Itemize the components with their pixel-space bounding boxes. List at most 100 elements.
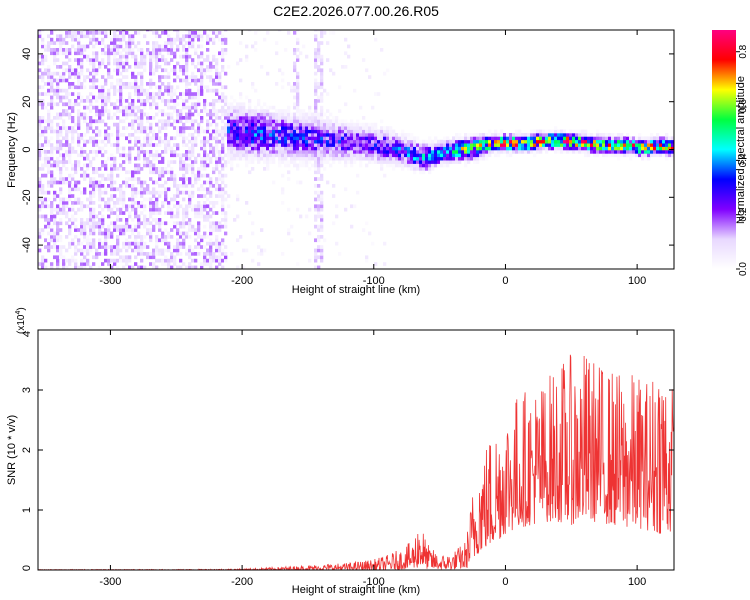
spectrogram-cell [104, 235, 108, 239]
spectrogram-cell [98, 231, 102, 236]
spectrogram-cell [206, 258, 210, 263]
spectrogram-cell [188, 201, 192, 205]
spectrogram-cell [101, 41, 105, 45]
spectrogram-cell [158, 194, 162, 198]
spectrogram-cell [305, 112, 309, 117]
spectrogram-cell [164, 58, 168, 62]
spectrogram-cell [110, 116, 114, 120]
spectrogram-cell [122, 167, 126, 171]
spectrogram-cell [317, 112, 321, 117]
spectrogram-cell [524, 139, 528, 144]
spectrogram-cell [443, 163, 447, 168]
spectrogram-cell [161, 235, 165, 239]
spectrogram-cell [110, 265, 114, 269]
spectrogram-cell [647, 139, 651, 144]
spectrogram-cell [146, 228, 150, 232]
spectrogram-cell [530, 133, 534, 137]
spectrogram-cell [167, 30, 171, 32]
spectrogram-cell [356, 143, 360, 147]
spectrogram-cell [137, 231, 141, 236]
spectrogram-cell [179, 54, 183, 59]
spectrogram-cell [275, 51, 279, 56]
spectrogram-cell [368, 122, 372, 127]
spectrogram-cell [428, 170, 432, 175]
spectrogram-cell [590, 136, 594, 141]
spectrogram-cell [182, 197, 186, 202]
spectrogram-cell [176, 119, 180, 124]
spectrogram-x-tick-label: -200 [231, 275, 253, 287]
spectrogram-cell [236, 153, 240, 158]
spectrogram-cell [152, 31, 156, 35]
spectrogram-cell [296, 126, 300, 130]
spectrogram-cell [77, 265, 81, 269]
spectrogram-cell [470, 133, 474, 137]
spectrogram-cell [524, 143, 528, 147]
spectrogram-cell [68, 102, 72, 107]
spectrogram-cell [98, 116, 102, 120]
spectrogram-cell [80, 44, 84, 49]
spectrogram-cell [248, 211, 252, 215]
spectrogram-cell [119, 207, 123, 212]
spectrogram-cell [311, 139, 315, 144]
spectrogram-cell [302, 109, 306, 113]
spectrogram-cell [101, 75, 105, 79]
spectrogram-cell [326, 122, 330, 127]
spectrogram-cell [41, 204, 45, 209]
spectrogram-cell [83, 75, 87, 79]
spectrogram-cell [251, 85, 255, 90]
spectrogram-cell [191, 248, 195, 253]
spectrogram-cell [608, 133, 612, 137]
spectrogram-cell [119, 248, 123, 253]
spectrogram-cell [239, 150, 243, 154]
spectrogram-cell [44, 44, 48, 49]
spectrogram-cell [86, 126, 90, 130]
spectrogram-cell [107, 136, 111, 141]
spectrogram-cell [68, 146, 72, 151]
spectrogram-cell [353, 204, 357, 209]
spectrogram-cell [365, 153, 369, 158]
spectrogram-cell [119, 119, 123, 124]
spectrogram-cell [80, 262, 84, 266]
colorbar: 0.00.20.40.60.8 Normalized spectral ampl… [712, 30, 749, 276]
spectrogram-cell [110, 48, 114, 52]
spectrogram-cell [59, 95, 63, 100]
spectrogram-cell [329, 163, 333, 168]
spectrogram-cell [161, 31, 165, 35]
spectrogram-cell [290, 156, 294, 161]
spectrogram-cell [542, 136, 546, 141]
spectrogram-cell [200, 82, 204, 86]
spectrogram-cell [176, 201, 180, 205]
spectrogram-cell [479, 139, 483, 144]
spectrogram-cell [101, 146, 105, 151]
spectrogram-cell [371, 265, 375, 269]
spectrogram-cell [59, 201, 63, 205]
spectrogram-cell [182, 173, 186, 178]
spectrogram-cell [113, 92, 117, 96]
spectrogram-cell [491, 143, 495, 147]
spectrogram-cell [185, 221, 189, 226]
spectrogram-cell [221, 238, 225, 243]
spectrogram-cell [308, 136, 312, 141]
spectrogram-cell [269, 119, 273, 124]
spectrogram-cell [584, 143, 588, 147]
spectrogram-cell [254, 31, 258, 35]
spectrogram-cell [521, 133, 525, 137]
spectrogram-cell [314, 139, 318, 144]
spectrogram-cell [95, 85, 99, 90]
spectrogram-cell [320, 133, 324, 137]
spectrogram-cell [383, 71, 387, 76]
spectrogram-cell [143, 180, 147, 185]
spectrogram-cell [149, 58, 153, 62]
spectrogram-cell [206, 153, 210, 158]
spectrogram-cell [140, 99, 144, 103]
spectrogram-cell [104, 204, 108, 209]
spectrogram-cell [56, 58, 60, 62]
spectrogram-cell [200, 119, 204, 124]
spectrogram-cell [152, 265, 156, 269]
spectrogram-cell [239, 92, 243, 96]
spectrogram-cell [347, 153, 351, 158]
spectrogram-cell [203, 71, 207, 76]
spectrogram-cell [92, 44, 96, 49]
spectrogram-cell [215, 245, 219, 249]
spectrogram-cell [167, 235, 171, 239]
